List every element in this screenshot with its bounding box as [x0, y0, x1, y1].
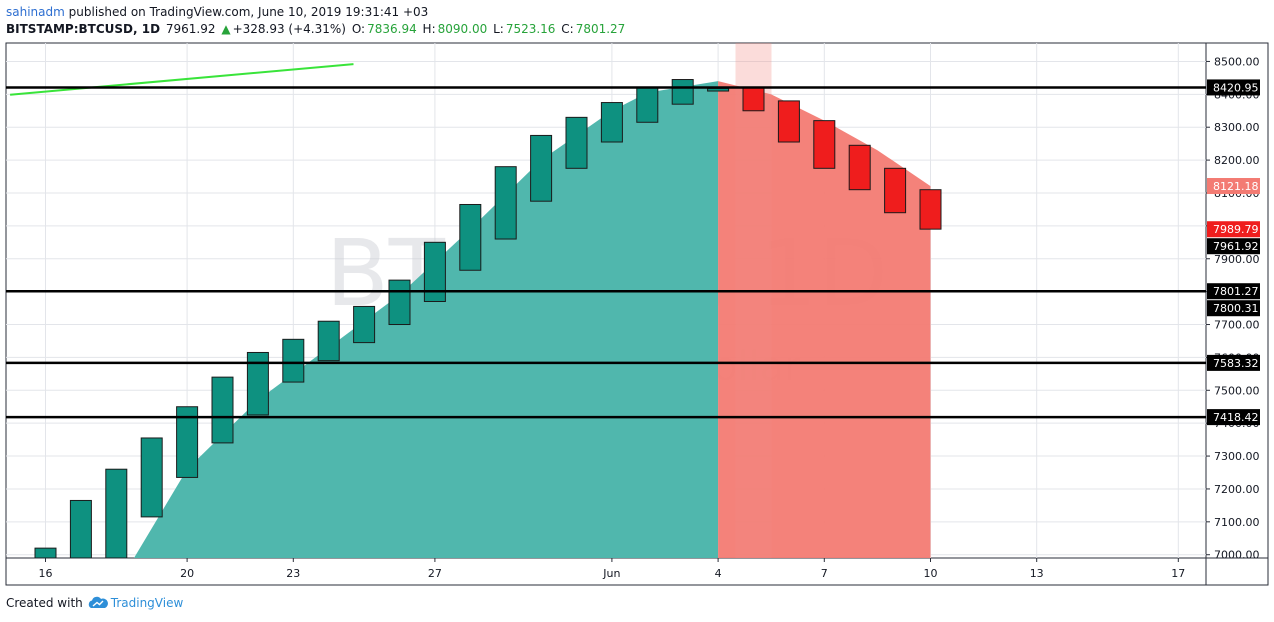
y-tick-label: 7500.00 [1214, 384, 1260, 397]
publish-info: published on TradingView.com, June 10, 2… [68, 5, 429, 19]
y-tick-label: 7300.00 [1214, 450, 1260, 463]
candle [707, 87, 730, 92]
x-tick-label: 17 [1171, 567, 1185, 580]
candle [176, 406, 199, 478]
y-tick-label: 8200.00 [1214, 154, 1260, 167]
price-label: 7961.92 [1213, 240, 1259, 253]
candle [317, 320, 340, 362]
price-change: +328.93 (+4.31%) [232, 22, 346, 36]
x-tick-label: 23 [286, 567, 300, 580]
x-tick-label: 16 [39, 567, 53, 580]
chart-header: sahinadm published on TradingView.com, J… [6, 4, 627, 38]
price-label-box [1207, 178, 1260, 195]
candle [494, 166, 517, 240]
close-value: 7801.27 [575, 22, 626, 36]
y-tick-label: 7700.00 [1214, 319, 1260, 332]
candle [211, 376, 234, 444]
candle [565, 116, 588, 169]
price-label-box [1207, 221, 1260, 238]
candle [282, 338, 305, 383]
price-label-box [1207, 238, 1260, 255]
candle [34, 547, 57, 558]
symbol-label[interactable]: BITSTAMP:BTCUSD, 1D [6, 22, 161, 36]
price-label: 8121.18 [1213, 180, 1259, 193]
high-value: 8090.00 [437, 22, 488, 36]
candle [848, 144, 871, 191]
area-down [718, 81, 931, 558]
publish-line: sahinadm published on TradingView.com, J… [6, 4, 627, 21]
price-label: 7800.31 [1213, 302, 1259, 315]
y-tick-label: 7900.00 [1214, 253, 1260, 266]
x-tick-label: 13 [1030, 567, 1044, 580]
up-arrow-icon: ▲ [221, 22, 231, 36]
footer: Created with TradingView [6, 596, 183, 610]
trend-line [10, 63, 354, 96]
price-label-box [1207, 409, 1260, 426]
tradingview-cloud-icon [88, 596, 108, 608]
candle [423, 241, 446, 302]
candle [671, 79, 694, 105]
candle [69, 499, 92, 558]
candle [530, 134, 553, 202]
price-label-box [1207, 300, 1260, 317]
plot-area: BTCUSD, 1DBitcoin / U.S. Dollar [6, 43, 1206, 558]
price-label: 7418.42 [1213, 411, 1259, 424]
candle [884, 167, 907, 214]
x-tick-label: 4 [715, 567, 722, 580]
high-label: H: [422, 22, 436, 36]
y-tick-label: 7100.00 [1214, 516, 1260, 529]
highlight-band [735, 43, 772, 558]
x-tick-label: 27 [428, 567, 442, 580]
price-label-box [1207, 79, 1260, 96]
close-label: C: [561, 22, 574, 36]
y-tick-label: 8500.00 [1214, 55, 1260, 68]
candle [459, 203, 482, 271]
created-with-text: Created with [6, 596, 83, 610]
last-price: 7961.92 [165, 22, 216, 36]
candle [636, 87, 659, 123]
price-label-box [1207, 283, 1260, 300]
y-tick-label: 7200.00 [1214, 483, 1260, 496]
candle [140, 437, 163, 518]
tradingview-brand: TradingView [110, 596, 184, 610]
x-tick-label: 7 [821, 567, 828, 580]
author-link[interactable]: sahinadm [6, 5, 65, 19]
price-label: 8420.95 [1213, 81, 1259, 94]
candle [105, 468, 128, 558]
price-label: 7583.32 [1213, 357, 1259, 370]
x-tick-label: 20 [180, 567, 194, 580]
candle [600, 102, 623, 143]
candle [813, 120, 836, 169]
tradingview-logo[interactable]: TradingView [87, 596, 184, 610]
candle [388, 279, 411, 326]
price-label-box [1207, 354, 1260, 371]
ohlc-line: BITSTAMP:BTCUSD, 1D 7961.92 ▲ +328.93 (+4… [6, 21, 627, 38]
price-label: 7801.27 [1213, 285, 1259, 298]
open-label: O: [351, 22, 366, 36]
low-value: 7523.16 [505, 22, 556, 36]
open-value: 7836.94 [367, 22, 417, 36]
area-up [134, 81, 719, 558]
low-label: L: [493, 22, 504, 36]
y-tick-label: 7000.00 [1214, 549, 1260, 562]
candle [777, 100, 800, 143]
x-tick-label: 10 [924, 567, 938, 580]
candle [246, 351, 269, 416]
x-tick-label: Jun [602, 567, 620, 580]
price-label: 7989.79 [1213, 223, 1259, 236]
y-tick-label: 8300.00 [1214, 121, 1260, 134]
candle [742, 87, 765, 112]
candle [919, 189, 942, 230]
candle [353, 305, 376, 344]
